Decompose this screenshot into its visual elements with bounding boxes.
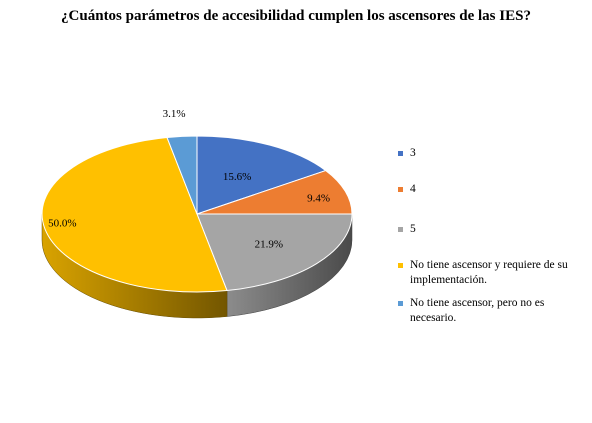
legend-label: 3 [410, 147, 416, 159]
data-label-2: 21.9% [255, 239, 283, 251]
legend-label: No tiene ascensor, pero no es necesario. [410, 297, 545, 324]
pie-slice-1 [196, 170, 353, 215]
legend-label: No tiene ascensor y requiere de su imple… [410, 259, 568, 286]
legend-item: 5 [398, 222, 582, 237]
pie-slice-0 [196, 135, 327, 215]
pie-slice-4 [166, 135, 198, 215]
legend-swatch [398, 187, 403, 192]
legend-label: 5 [410, 223, 416, 235]
pie-slices [41, 135, 353, 293]
pie-slice-2 [196, 213, 353, 292]
legend-swatch [398, 151, 403, 156]
legend-swatch [398, 263, 403, 268]
legend-item: No tiene ascensor, pero no es necesario. [398, 296, 582, 326]
legend-item: 3 [398, 146, 582, 161]
legend-item: No tiene ascensor y requiere de su imple… [398, 258, 582, 288]
pie-slice-3 [41, 136, 228, 293]
legend-swatch [398, 227, 403, 232]
legend-label: 4 [410, 183, 416, 195]
data-label-4: 3.1% [163, 108, 186, 120]
legend-item: 4 [398, 182, 582, 197]
legend-swatch [398, 301, 403, 306]
data-label-0: 15.6% [223, 171, 251, 183]
data-label-3: 50.0% [48, 217, 76, 229]
chart-title: ¿Cuántos parámetros de accesibilidad cum… [61, 8, 531, 24]
data-label-1: 9.4% [307, 192, 330, 204]
